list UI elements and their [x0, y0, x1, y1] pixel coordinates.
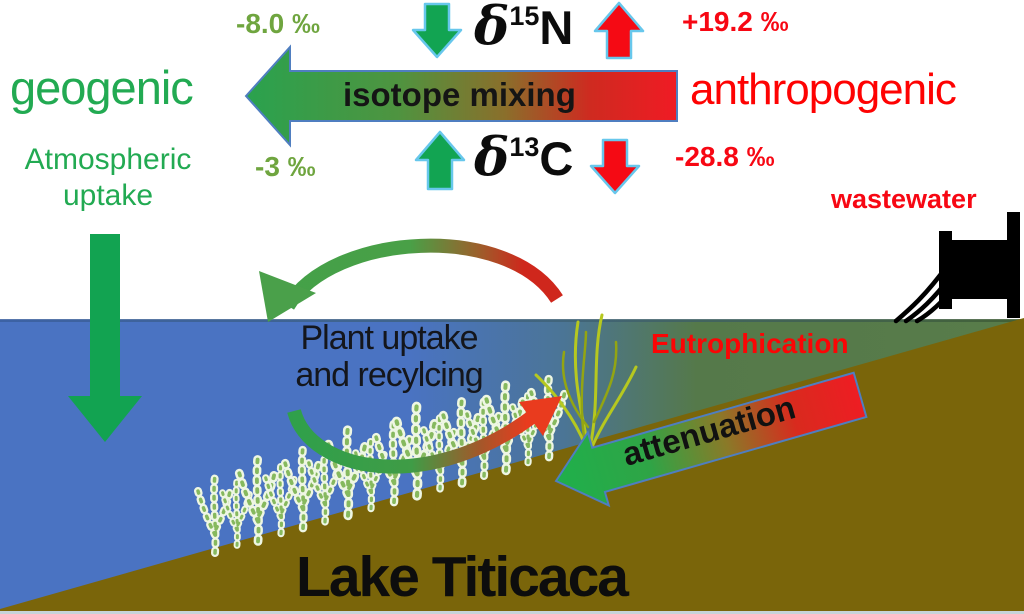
- c13-anthropogenic-value: -28.8 ‰: [675, 141, 775, 172]
- c13-geogenic-value: -3 ‰: [255, 151, 316, 182]
- c13-up-arrow-icon: [414, 130, 466, 191]
- anthropogenic-label: anthropogenic: [690, 65, 957, 114]
- wastewater-label: wastewater: [831, 184, 977, 214]
- n15-anthropogenic-value: +19.2 ‰: [682, 6, 789, 37]
- delta-13-C-label: δ13C: [474, 128, 573, 200]
- isotope-mass-number: 13: [509, 132, 540, 162]
- element-symbol: C: [539, 132, 574, 185]
- recycle-loop-bottom-arrow: [287, 396, 562, 474]
- seaweed-plant-icon: [534, 313, 638, 449]
- recycle-loop-top-arrow: [259, 238, 563, 322]
- lake-title: Lake Titicaca: [296, 545, 629, 609]
- delta-symbol: δ: [474, 126, 510, 188]
- attenuation-arrow: [554, 371, 868, 508]
- isotope-mass-number: 15: [509, 1, 540, 31]
- n15-geogenic-value: -8.0 ‰: [236, 8, 321, 39]
- delta-15-N-label: δ15N: [474, 0, 573, 69]
- plant-uptake-label: Plant uptake and recylcing: [258, 320, 520, 393]
- element-symbol: N: [539, 1, 574, 54]
- atmospheric-uptake-arrow: [68, 234, 142, 442]
- n15-up-arrow-icon: [593, 1, 645, 60]
- geogenic-label: geogenic: [10, 61, 194, 114]
- waterline: [0, 319, 1024, 322]
- plant-uptake-line2: and recylcing: [295, 355, 483, 394]
- delta-symbol: δ: [474, 0, 510, 57]
- eutrophication-label: Eutrophication: [651, 328, 849, 359]
- isotope-mixing-arrow: [244, 44, 678, 148]
- c13-down-arrow-icon: [589, 138, 641, 195]
- isotope-mixing-label: isotope mixing: [343, 76, 576, 113]
- wastewater-pipe-icon: [893, 212, 1020, 324]
- bottom-edge-strip: [0, 611, 1024, 614]
- atmospheric-uptake-label: Atmospheric uptake: [24, 143, 192, 212]
- n15-down-arrow-icon: [411, 2, 463, 59]
- plant-uptake-line1: Plant uptake: [300, 319, 478, 357]
